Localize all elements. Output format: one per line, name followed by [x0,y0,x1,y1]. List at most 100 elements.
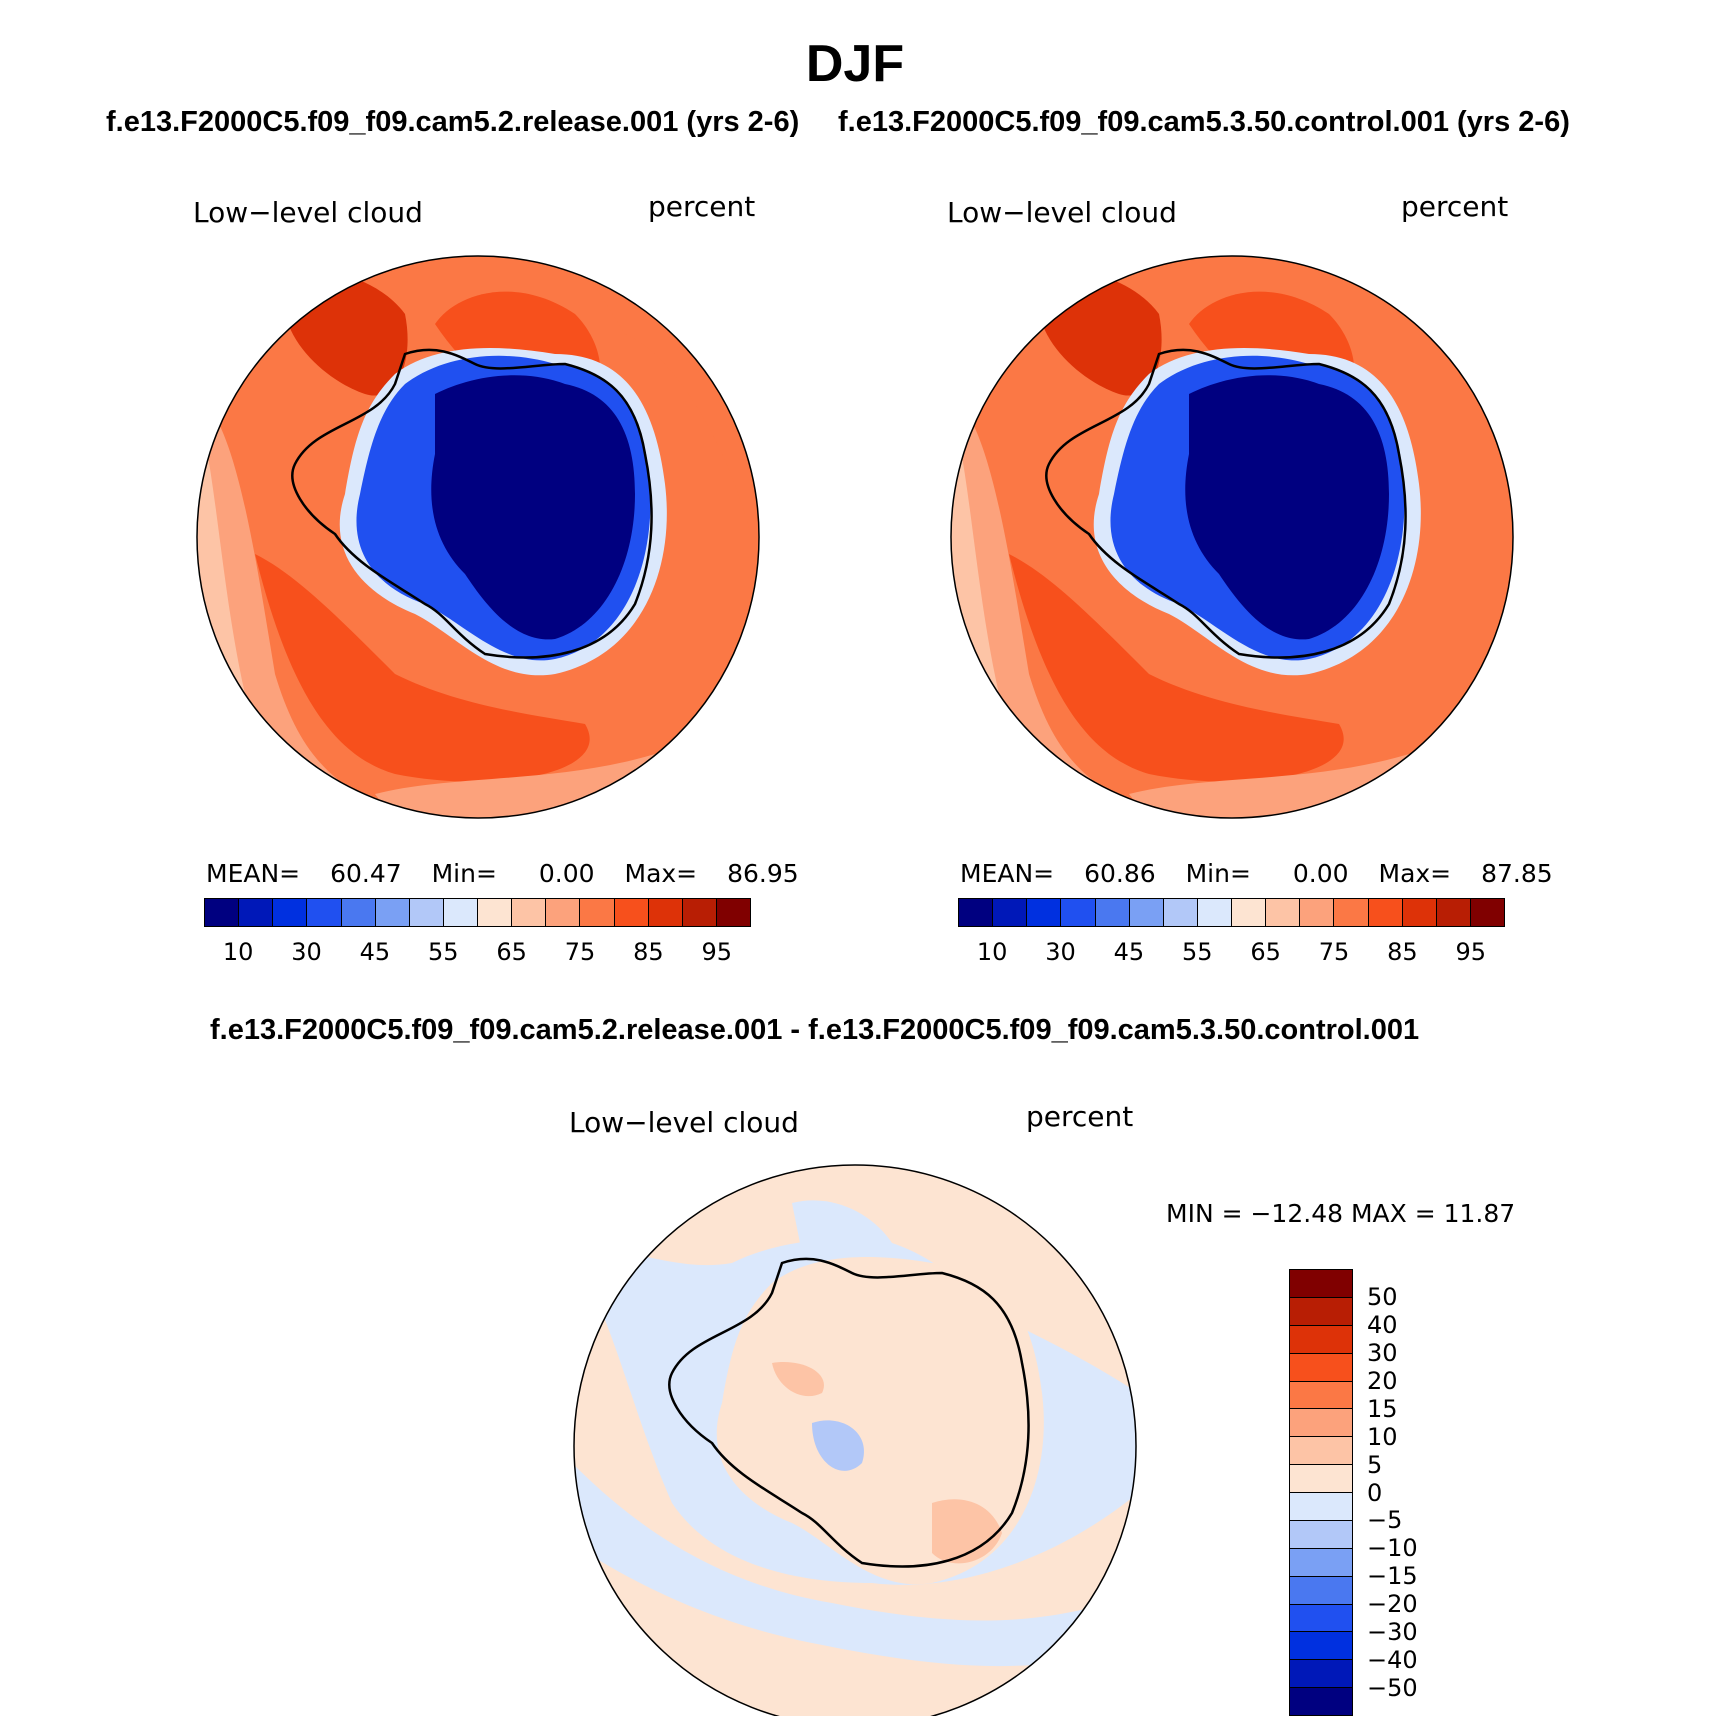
colorbar-swatch [1290,1548,1352,1577]
colorbar-swatch [1290,1576,1352,1605]
colorbar-swatch [1266,899,1301,926]
colorbar-tick-label: 65 [496,938,527,966]
colorbar-swatch [1290,1660,1352,1689]
colorbar-swatch [682,899,717,926]
right-case-title: f.e13.F2000C5.f09_f09.cam5.3.50.control.… [838,106,1570,138]
colorbar-swatch [1290,1381,1352,1410]
right-variable-label: Low−level cloud [947,196,1177,229]
colorbar-swatch [1290,1325,1352,1354]
south-region [375,754,655,818]
diff-colorbar-ticks: 50 40 30 20 15 10 5 0 −5 −10 −15 −20 −30 −40 −50 [1367,1269,1487,1716]
colorbar-swatch [1197,899,1232,926]
colorbar-swatch [1129,899,1164,926]
right-min-label: Min= [1185,859,1251,888]
colorbar-tick-label: 55 [428,938,459,966]
high-cloud-band [255,554,590,782]
colorbar-swatch [375,899,410,926]
colorbar-tick-label: 75 [1318,938,1350,966]
colorbar-swatch [959,899,994,926]
antarctica-coastline [668,1257,1030,1568]
colorbar-tick-label: 5 [1367,1450,1383,1479]
left-max-value: 86.95 [727,859,799,888]
figure-title: DJF [805,35,905,93]
left-max-label: Max= [624,859,698,888]
right-colorbar [958,898,1505,927]
colorbar-tick-label: −15 [1367,1562,1418,1591]
colorbar-tick-label: 20 [1367,1366,1398,1395]
mid-cloud-region [197,394,478,818]
east-positive [932,1499,1002,1564]
left-units-label: percent [648,190,756,223]
colorbar-tick-label: 10 [222,938,254,966]
colorbar-swatch [546,899,581,926]
right-polar-map [950,255,1514,819]
right-colorbar-ticks: 10 30 45 55 65 75 85 95 [958,938,1505,968]
left-colorbar [204,898,751,927]
right-mean-label: MEAN= [960,859,1055,888]
colorbar-swatch [1290,1604,1352,1633]
colorbar-swatch [1290,1297,1352,1326]
left-variable-label: Low−level cloud [193,196,423,229]
diff-variable-label: Low−level cloud [569,1106,799,1139]
colorbar-swatch [648,899,683,926]
diff-units-label: percent [1026,1100,1134,1133]
colorbar-swatch [1402,899,1437,926]
colorbar-swatch [1290,1353,1352,1382]
mid-cloud-region [951,394,1232,818]
colorbar-swatch [1027,899,1062,926]
colorbar-tick-label: −20 [1367,1590,1418,1619]
west-positive [772,1362,824,1397]
colorbar-tick-label: 85 [633,938,664,966]
south-region [1129,754,1409,818]
diff-colorbar [1289,1269,1353,1716]
map-boundary [950,255,1514,819]
colorbar-tick-label: 55 [1182,938,1213,966]
colorbar-tick-label: 30 [291,938,322,966]
colorbar-tick-label: 10 [976,938,1008,966]
colorbar-swatch [1095,899,1130,926]
colorbar-swatch [580,899,615,926]
colorbar-swatch [443,899,478,926]
left-mean-value: 60.47 [330,859,402,888]
diff-polar-map [573,1164,1137,1716]
colorbar-tick-label: 30 [1045,938,1076,966]
colorbar-swatch [1290,1632,1352,1661]
colorbar-tick-label: −40 [1367,1646,1418,1675]
colorbar-swatch [409,899,444,926]
colorbar-tick-label: 95 [1455,938,1487,966]
colorbar-tick-label: −5 [1367,1506,1403,1535]
colorbar-swatch [1163,899,1198,926]
colorbar-swatch [478,899,513,926]
colorbar-tick-label: 75 [564,938,596,966]
colorbar-swatch [614,899,649,926]
left-colorbar-ticks: 10 30 45 55 65 75 85 95 [204,938,751,968]
colorbar-swatch [239,899,274,926]
high-cloud-band [1009,554,1344,782]
colorbar-tick-label: 45 [359,938,391,966]
antarctica-coastline [291,348,653,659]
colorbar-swatch [1436,899,1471,926]
colorbar-swatch [1290,1688,1352,1715]
colorbar-swatch [512,899,547,926]
negative-patch [792,1200,892,1267]
colorbar-tick-label: 45 [1113,938,1145,966]
left-min-label: Min= [431,859,497,888]
colorbar-swatch [341,899,376,926]
right-max-label: Max= [1378,859,1452,888]
colorbar-tick-label: 0 [1367,1478,1383,1507]
diff-minmax: MIN = −12.48 MAX = 11.87 [1166,1199,1516,1228]
colorbar-tick-label: 30 [1367,1338,1398,1367]
colorbar-swatch [205,899,240,926]
colorbar-swatch [1470,899,1504,926]
colorbar-tick-label: −50 [1367,1674,1418,1703]
colorbar-swatch [1290,1520,1352,1549]
colorbar-swatch [307,899,342,926]
left-stats: MEAN= 60.47 Min= 0.00 Max= 86.95 [206,859,799,888]
colorbar-swatch [1061,899,1096,926]
ross-negative [812,1420,864,1471]
colorbar-tick-label: 10 [1367,1422,1398,1451]
colorbar-tick-label: 50 [1367,1282,1398,1311]
right-stats: MEAN= 60.86 Min= 0.00 Max= 87.85 [960,859,1553,888]
map-boundary [573,1164,1137,1716]
colorbar-swatch [1300,899,1335,926]
